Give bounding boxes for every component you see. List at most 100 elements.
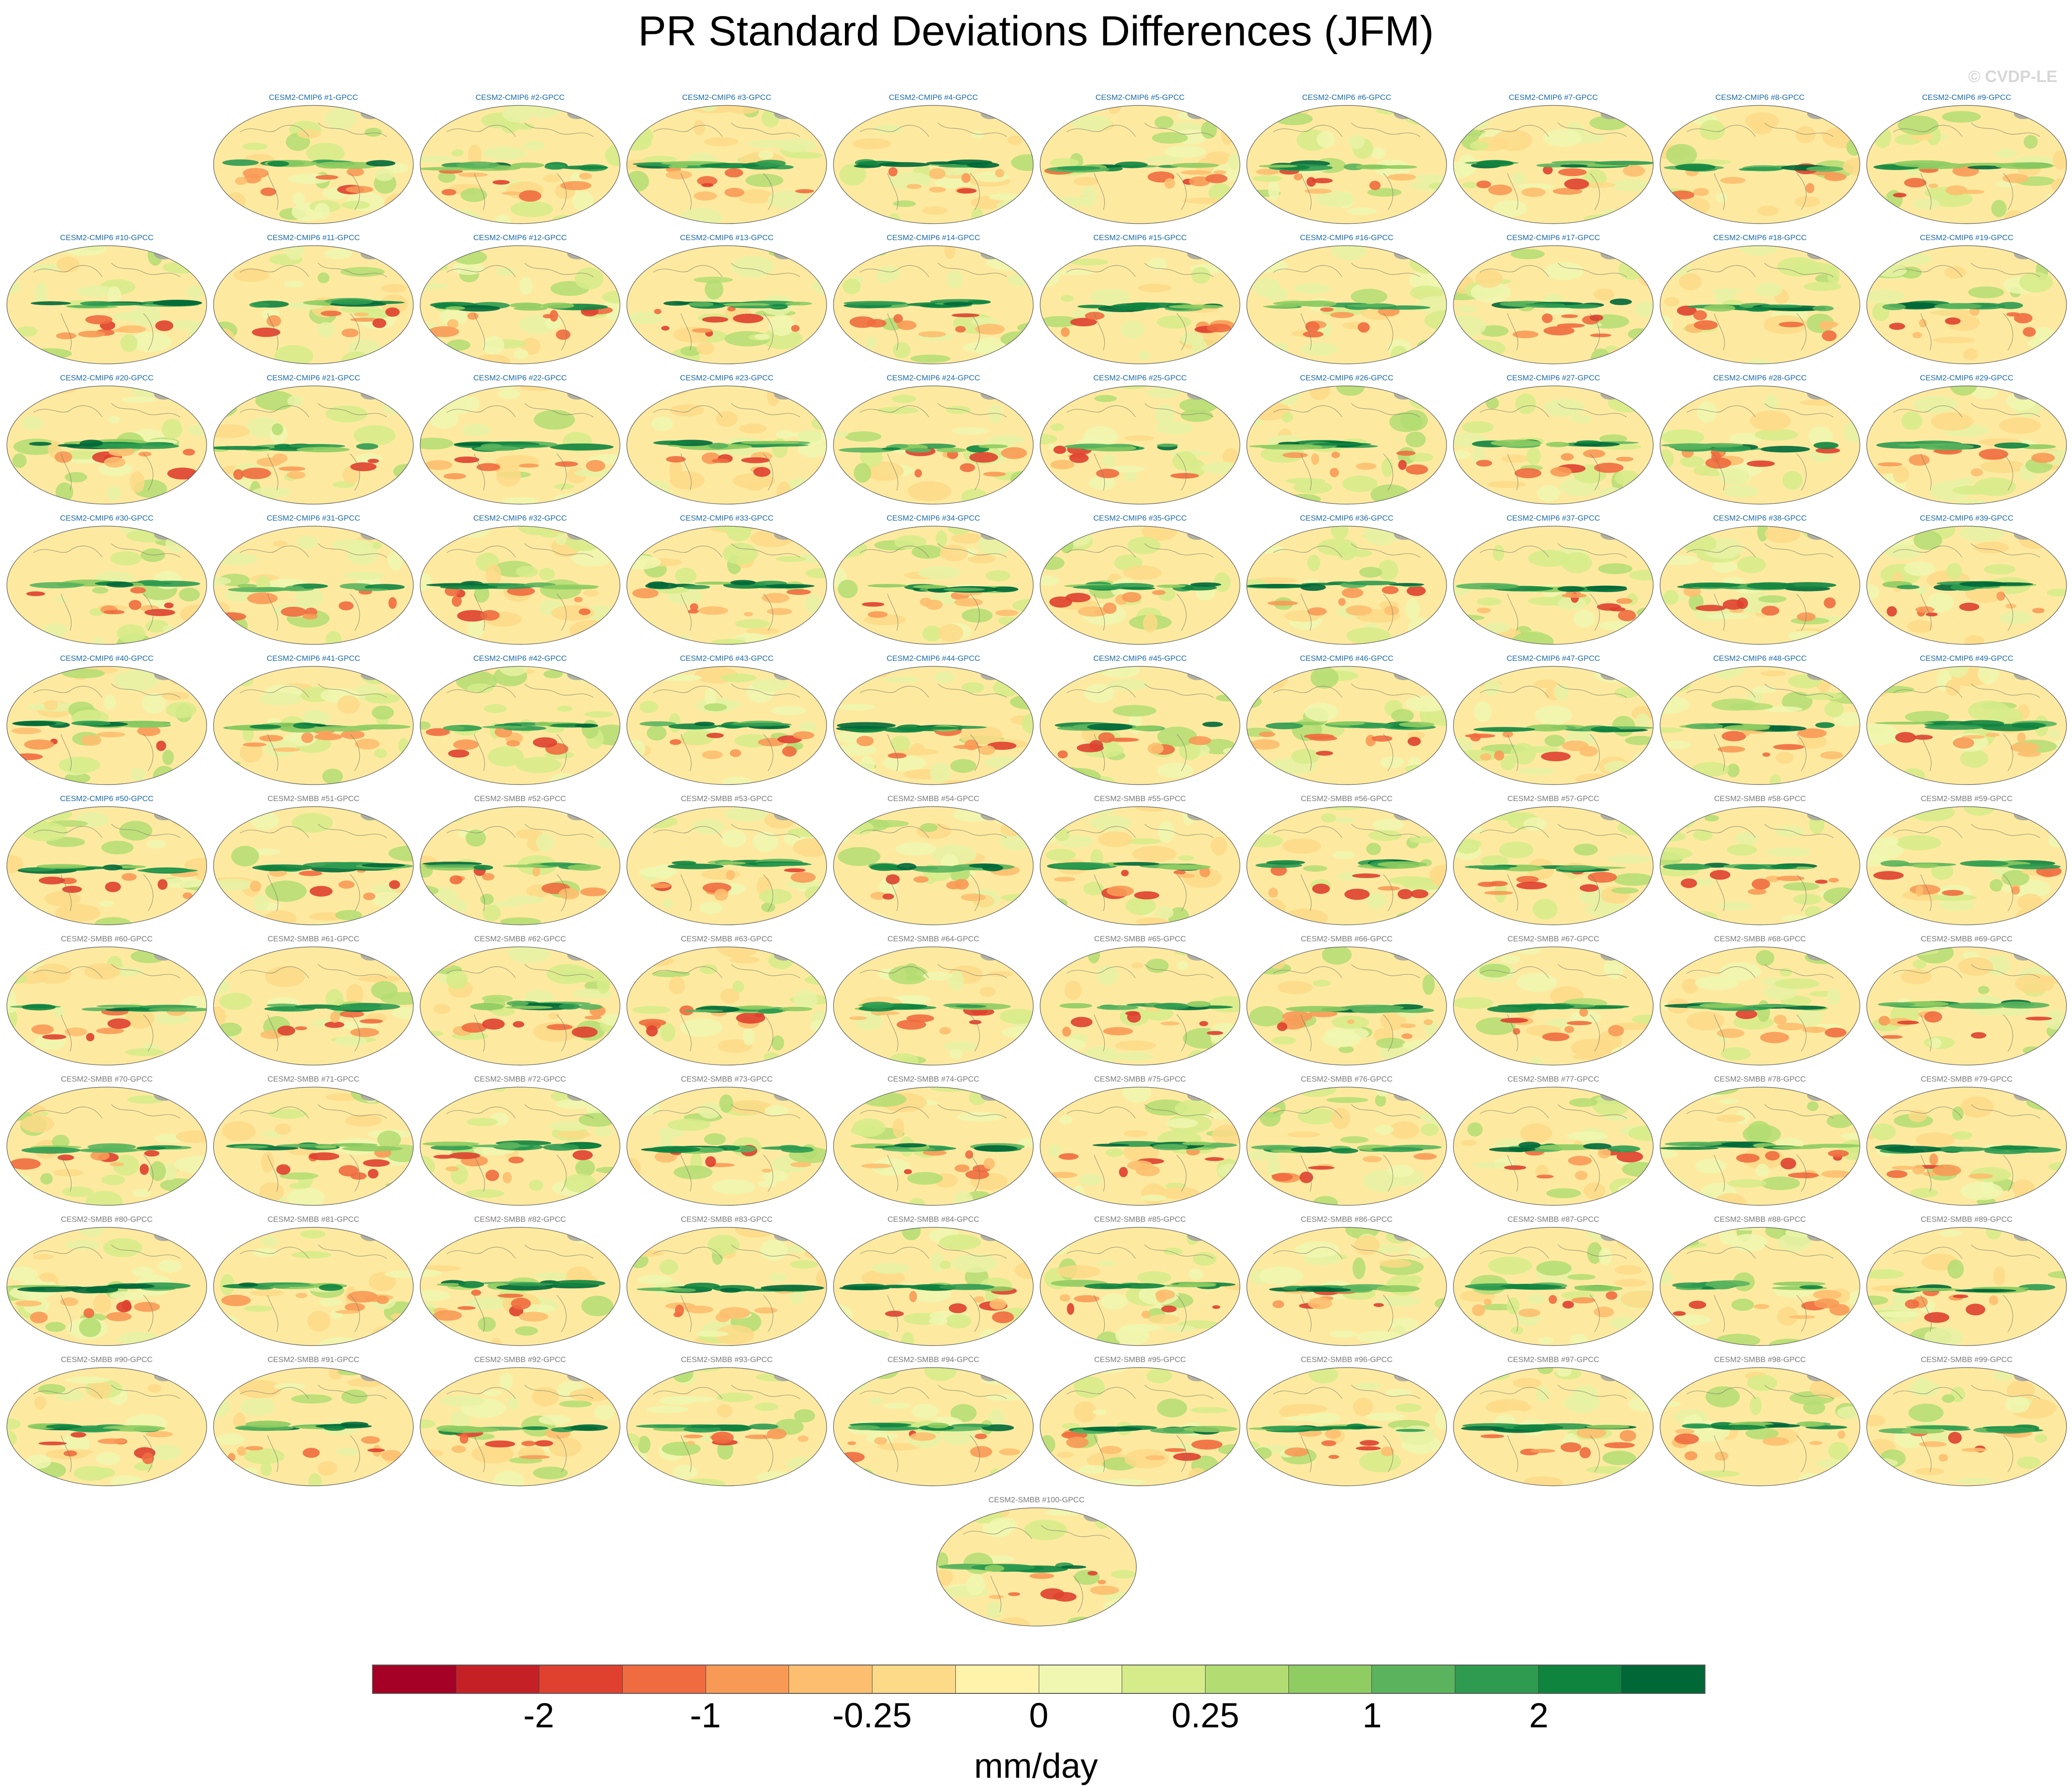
map-panel: CESM2-SMBB #81-GPCC <box>213 1214 414 1351</box>
map-panel: CESM2-CMIP6 #22-GPCC <box>419 372 621 510</box>
map-panel: CESM2-CMIP6 #44-GPCC <box>833 653 1034 790</box>
precipitation-map <box>833 665 1034 786</box>
precipitation-map <box>1659 1226 1861 1346</box>
precipitation-map <box>1453 1226 1654 1346</box>
map-panel: CESM2-SMBB #75-GPCC <box>1039 1073 1241 1211</box>
precipitation-map <box>1246 245 1447 365</box>
map-panel: CESM2-SMBB #63-GPCC <box>626 933 828 1071</box>
map-panel: CESM2-CMIP6 #37-GPCC <box>1453 512 1654 650</box>
map-panel: CESM2-CMIP6 #30-GPCC <box>6 512 208 650</box>
precipitation-map <box>6 1367 208 1487</box>
precipitation-map <box>6 385 208 505</box>
map-panel: CESM2-CMIP6 #1-GPCC <box>213 92 414 229</box>
map-panel: CESM2-SMBB #87-GPCC <box>1453 1214 1654 1351</box>
map-panel: CESM2-CMIP6 #3-GPCC <box>626 92 828 229</box>
panel-title: CESM2-SMBB #74-GPCC <box>833 1073 1034 1085</box>
precipitation-map <box>419 1226 621 1346</box>
panel-title: CESM2-CMIP6 #2-GPCC <box>419 92 621 104</box>
panel-title: CESM2-SMBB #92-GPCC <box>419 1354 621 1366</box>
precipitation-map <box>1659 385 1861 505</box>
panel-title: CESM2-SMBB #52-GPCC <box>419 793 621 805</box>
precipitation-map <box>1039 806 1241 926</box>
precipitation-map <box>419 385 621 505</box>
colorbar-segment <box>1372 1665 1455 1693</box>
precipitation-map <box>1866 665 2067 786</box>
panel-title: CESM2-SMBB #67-GPCC <box>1453 933 1654 945</box>
panel-title: CESM2-CMIP6 #9-GPCC <box>1866 92 2067 104</box>
map-panel: CESM2-SMBB #70-GPCC <box>6 1073 208 1211</box>
panel-title: CESM2-CMIP6 #42-GPCC <box>419 653 621 665</box>
precipitation-map <box>626 1367 828 1487</box>
map-panel: CESM2-SMBB #91-GPCC <box>213 1354 414 1491</box>
precipitation-map <box>1866 946 2067 1066</box>
map-panel: CESM2-CMIP6 #18-GPCC <box>1659 232 1861 369</box>
precipitation-map <box>1866 104 2067 225</box>
map-panel: CESM2-CMIP6 #29-GPCC <box>1866 372 2067 510</box>
precipitation-map <box>1246 665 1447 786</box>
panel-title: CESM2-SMBB #85-GPCC <box>1039 1214 1241 1225</box>
precipitation-map <box>1039 1367 1241 1487</box>
precipitation-map <box>419 525 621 645</box>
map-panel: CESM2-SMBB #60-GPCC <box>6 933 208 1071</box>
map-panel: CESM2-CMIP6 #10-GPCC <box>6 232 208 369</box>
map-panel: CESM2-CMIP6 #40-GPCC <box>6 653 208 790</box>
precipitation-map <box>1866 1086 2067 1206</box>
precipitation-map <box>833 245 1034 365</box>
precipitation-map <box>6 245 208 365</box>
map-panel: CESM2-CMIP6 #38-GPCC <box>1659 512 1861 650</box>
precipitation-map <box>213 385 414 505</box>
colorbar-tick-label: 0.25 <box>1151 1696 1261 1736</box>
panel-title: CESM2-SMBB #80-GPCC <box>6 1214 208 1225</box>
precipitation-map <box>419 245 621 365</box>
panel-title: CESM2-CMIP6 #47-GPCC <box>1453 653 1654 665</box>
precipitation-map <box>1453 946 1654 1066</box>
precipitation-map <box>419 1086 621 1206</box>
precipitation-map <box>1659 245 1861 365</box>
precipitation-map <box>213 245 414 365</box>
panel-title: CESM2-CMIP6 #32-GPCC <box>419 512 621 524</box>
precipitation-map <box>6 1226 208 1346</box>
precipitation-map <box>1246 1086 1447 1206</box>
map-panel: CESM2-CMIP6 #47-GPCC <box>1453 653 1654 790</box>
map-panel: CESM2-CMIP6 #6-GPCC <box>1246 92 1447 229</box>
map-panel: CESM2-CMIP6 #2-GPCC <box>419 92 621 229</box>
panel-title: CESM2-CMIP6 #40-GPCC <box>6 653 208 665</box>
panel-title: CESM2-SMBB #53-GPCC <box>626 793 828 805</box>
panel-title: CESM2-CMIP6 #36-GPCC <box>1246 512 1447 524</box>
map-panel: CESM2-SMBB #59-GPCC <box>1866 793 2067 930</box>
panel-title: CESM2-SMBB #69-GPCC <box>1866 933 2067 945</box>
colorbar-segment <box>956 1665 1039 1693</box>
panel-title: CESM2-SMBB #62-GPCC <box>419 933 621 945</box>
panel-title: CESM2-SMBB #71-GPCC <box>213 1073 414 1085</box>
precipitation-map <box>936 1507 1137 1627</box>
map-panel: CESM2-SMBB #90-GPCC <box>6 1354 208 1491</box>
precipitation-map <box>1866 806 2067 926</box>
precipitation-map <box>1659 1367 1861 1487</box>
precipitation-map <box>833 806 1034 926</box>
map-panel: CESM2-CMIP6 #49-GPCC <box>1866 653 2067 790</box>
map-panel: CESM2-SMBB #72-GPCC <box>419 1073 621 1211</box>
panel-title: CESM2-SMBB #95-GPCC <box>1039 1354 1241 1366</box>
colorbar-segment <box>1539 1665 1622 1693</box>
precipitation-map <box>1039 104 1241 225</box>
map-panel: CESM2-SMBB #92-GPCC <box>419 1354 621 1491</box>
panel-title: CESM2-CMIP6 #7-GPCC <box>1453 92 1654 104</box>
panel-title: CESM2-SMBB #79-GPCC <box>1866 1073 2067 1085</box>
panel-title: CESM2-CMIP6 #13-GPCC <box>626 232 828 244</box>
colorbar-tick-label: -0.25 <box>817 1696 927 1736</box>
panel-title: CESM2-CMIP6 #49-GPCC <box>1866 653 2067 665</box>
map-panel: CESM2-SMBB #53-GPCC <box>626 793 828 930</box>
panel-title: CESM2-SMBB #55-GPCC <box>1039 793 1241 805</box>
panel-title: CESM2-CMIP6 #48-GPCC <box>1659 653 1861 665</box>
precipitation-map <box>1866 245 2067 365</box>
map-panel: CESM2-SMBB #100-GPCC <box>936 1494 1137 1632</box>
precipitation-map <box>6 1086 208 1206</box>
precipitation-map <box>1866 1367 2067 1487</box>
precipitation-map <box>1246 525 1447 645</box>
panel-title: CESM2-CMIP6 #5-GPCC <box>1039 92 1241 104</box>
panel-title: CESM2-CMIP6 #33-GPCC <box>626 512 828 524</box>
map-panel: CESM2-CMIP6 #12-GPCC <box>419 232 621 369</box>
map-panel: CESM2-CMIP6 #28-GPCC <box>1659 372 1861 510</box>
panel-title: CESM2-SMBB #57-GPCC <box>1453 793 1654 805</box>
map-panel: CESM2-SMBB #93-GPCC <box>626 1354 828 1491</box>
